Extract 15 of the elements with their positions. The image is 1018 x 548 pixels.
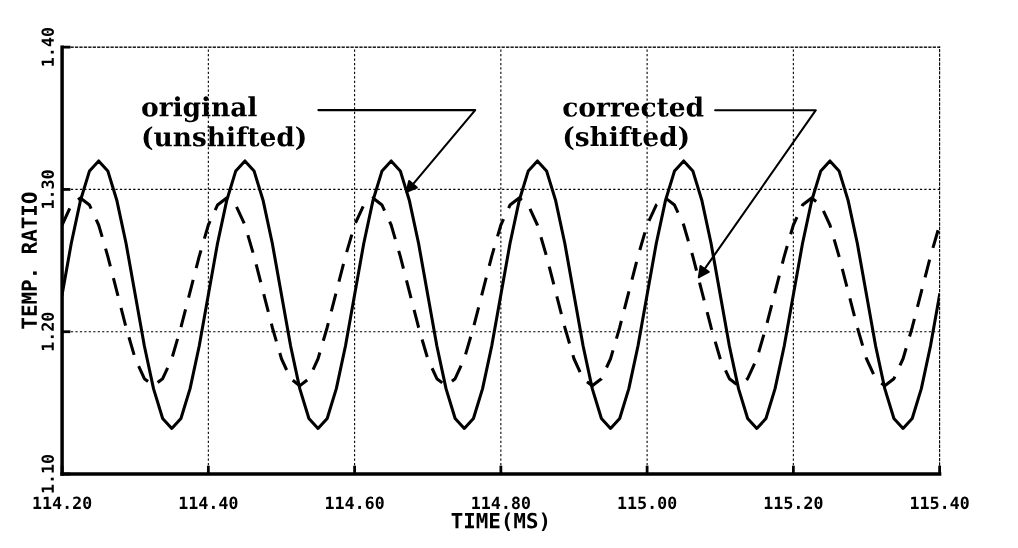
y-tick-label: 1.10	[41, 454, 55, 493]
x-axis-title: TIME(MS)	[451, 512, 548, 531]
y-tick-label: 1.20	[41, 312, 55, 351]
annotation: corrected (shifted)	[563, 96, 704, 151]
y-axis-title: TEMP. RATIO	[21, 192, 38, 329]
x-tick-label: 115.40	[911, 496, 969, 510]
x-tick-label: 114.40	[179, 496, 238, 510]
x-tick-label: 115.20	[764, 496, 823, 510]
y-tick-label: 1.40	[41, 28, 55, 66]
x-tick-label: 114.60	[326, 496, 384, 510]
x-tick-label: 114.20	[33, 496, 92, 510]
y-tick-label: 1.30	[41, 170, 55, 208]
annotation: original (unshifted)	[142, 96, 305, 151]
x-tick-label: 115.00	[618, 496, 677, 510]
x-tick-label: 114.80	[472, 496, 530, 510]
